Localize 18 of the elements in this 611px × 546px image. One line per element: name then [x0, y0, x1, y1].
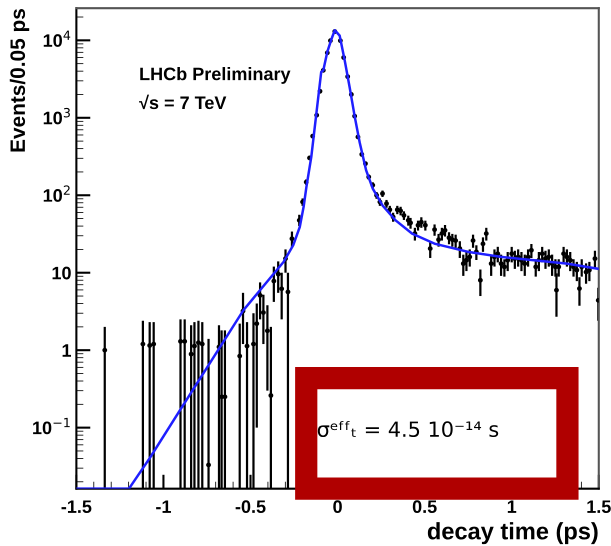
x-tick-label: 0.5	[412, 500, 437, 514]
x-tick-label: -1.5	[62, 500, 92, 514]
x-tick-label: -1	[156, 500, 171, 513]
x-tick-label: 1.5	[587, 500, 611, 514]
x-tick-label: -0.5	[236, 500, 266, 514]
y-tick-label: 1	[62, 344, 72, 357]
annotation: √s = 7 TeV	[139, 94, 226, 110]
y-tick-label: 10$^{3}$	[44, 108, 70, 124]
x-tick-label: 1	[508, 500, 516, 513]
annotation: σᵉᶠᶠₜ = 4.5 10⁻¹⁴ s	[318, 421, 498, 438]
y-tick-label: 10	[52, 266, 71, 280]
x-tick-label: 0	[333, 500, 342, 514]
y-tick-label: 10$^{4}$	[44, 30, 70, 47]
x-axis-title: decay time (ps)	[428, 522, 598, 544]
y-tick-label: 10$^{−1}$	[33, 418, 70, 434]
y-tick-label: 10$^{2}$	[44, 185, 70, 202]
annotation: LHCb Preliminary	[140, 67, 290, 84]
y-axis-title: Events/0.05 ps	[10, 9, 30, 152]
